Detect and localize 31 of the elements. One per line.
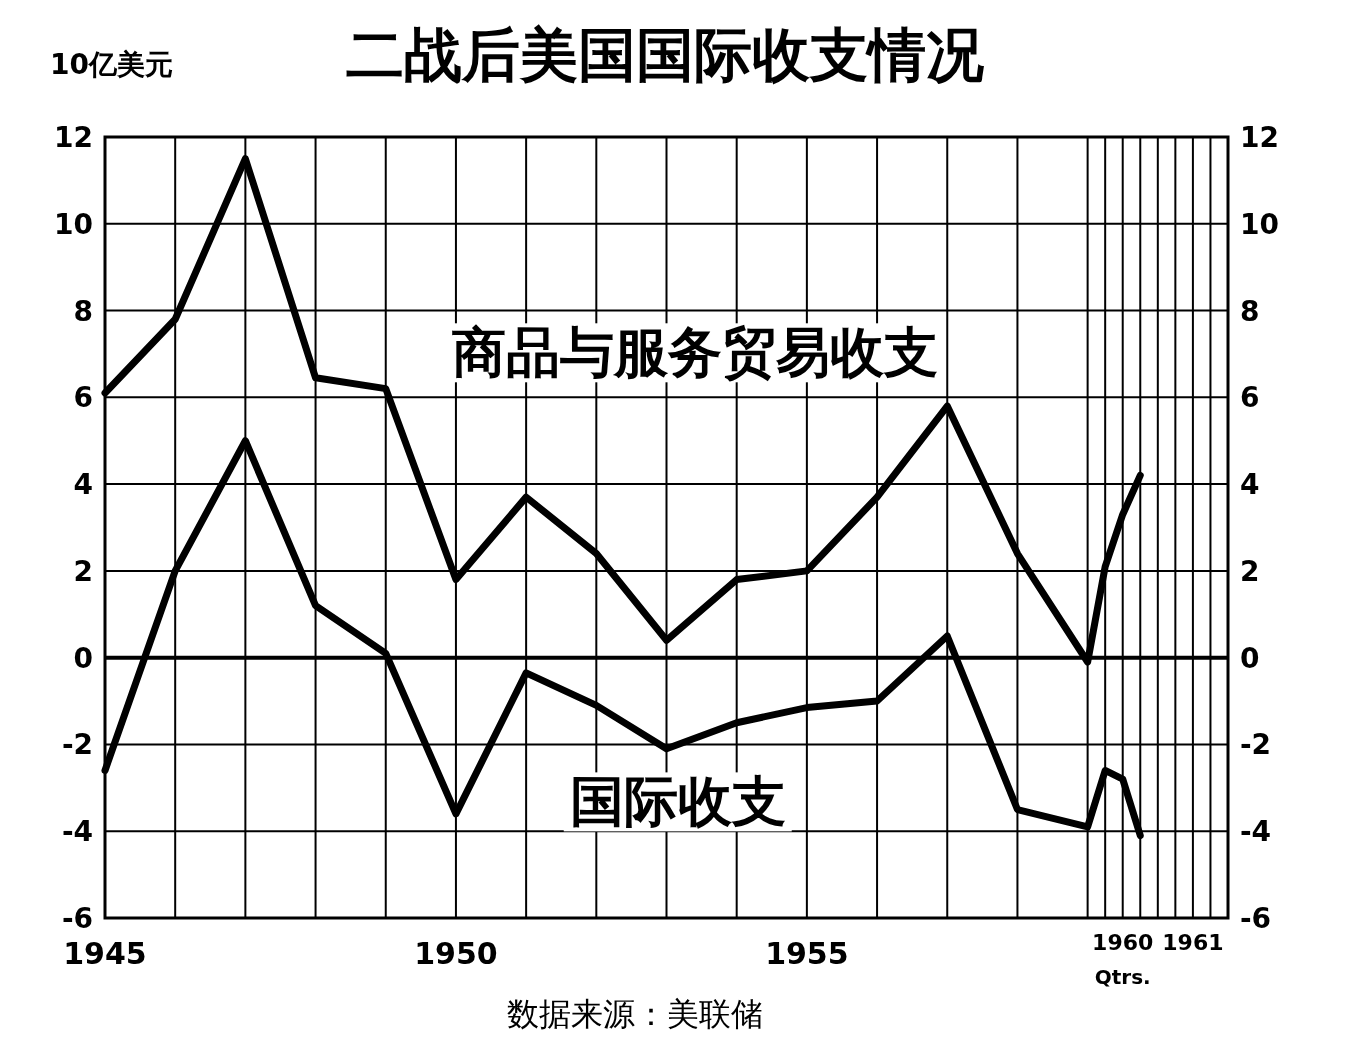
y2-tick-label: 4 — [1240, 468, 1260, 502]
y2-tick-label: -2 — [1240, 728, 1272, 762]
y-tick-label: 8 — [73, 294, 93, 328]
y2-tick-label: 2 — [1240, 554, 1260, 588]
y2-tick-label: 6 — [1240, 381, 1260, 415]
y2-tick-label: -4 — [1240, 815, 1272, 849]
y-tick-label: 10 — [54, 207, 93, 241]
x-tick-label: 1950 — [414, 936, 498, 971]
y2-tick-label: 8 — [1240, 294, 1260, 328]
y-tick-label: 0 — [73, 641, 93, 675]
y-tick-label: 4 — [73, 468, 93, 502]
y2-tick-label: 10 — [1240, 207, 1279, 241]
y-tick-label: 12 — [54, 121, 93, 154]
chart-title: 二战后美国国际收支情况 — [346, 21, 984, 89]
y-tick-label: 2 — [73, 554, 93, 588]
y-tick-label: -2 — [61, 728, 93, 762]
y2-tick-label: 0 — [1240, 641, 1260, 675]
y-axis-title: 10亿美元 — [50, 48, 173, 81]
x-tick-label: 1945 — [63, 936, 147, 971]
y-tick-label: -4 — [61, 815, 93, 849]
text: Qtrs. — [1094, 965, 1151, 989]
x-tick-label: 1960 — [1092, 930, 1154, 955]
x-tick-label: 1961 — [1162, 930, 1224, 955]
x-tick-label: 1955 — [765, 936, 849, 971]
y2-tick-label: -6 — [1240, 902, 1272, 935]
series-label: 商品与服务贸易收支 — [451, 321, 938, 385]
y2-tick-label: 12 — [1240, 121, 1279, 154]
y-tick-label: -6 — [61, 902, 93, 935]
series-label: 国际收支 — [569, 770, 786, 834]
y-tick-label: 6 — [73, 381, 93, 415]
source-note: 数据来源：美联储 — [507, 995, 763, 1033]
